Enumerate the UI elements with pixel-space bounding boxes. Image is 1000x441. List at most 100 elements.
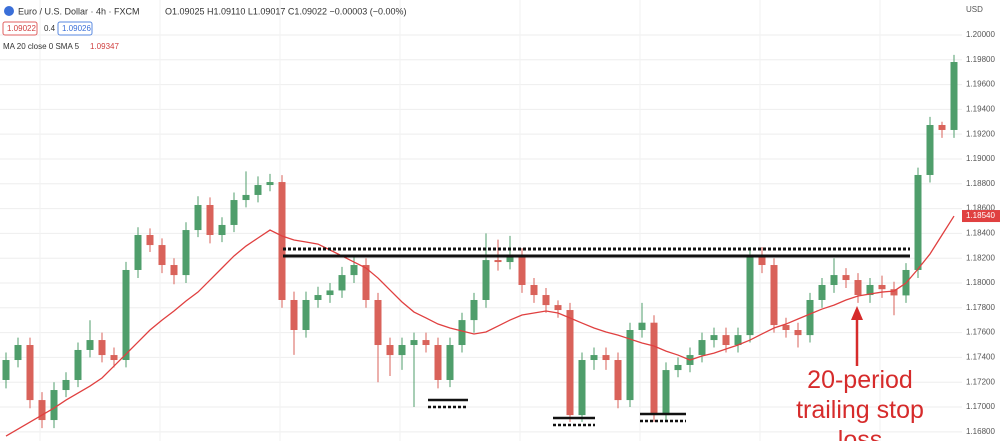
candle-body	[422, 340, 430, 346]
candle-body	[710, 335, 718, 341]
y-tick-label: 1.17400	[966, 353, 995, 362]
candle-body	[2, 360, 10, 380]
sma-legend-value: 1.09347	[90, 42, 119, 51]
candle-body	[806, 299, 814, 336]
candle-body	[206, 204, 214, 236]
y-tick-label: 1.19000	[966, 154, 995, 163]
sma-line	[5, 215, 955, 437]
candle-body	[746, 254, 754, 336]
candle-body	[770, 265, 778, 326]
candle-body	[194, 204, 202, 231]
annotation-line: trailing stop	[796, 396, 924, 424]
support-marks	[428, 398, 686, 427]
y-tick-label: 1.16800	[966, 427, 995, 436]
candle-body	[254, 185, 262, 195]
candle-body	[146, 235, 154, 246]
y-tick-label: 1.19600	[966, 80, 995, 89]
candle-body	[434, 345, 442, 380]
candle-body	[626, 330, 634, 401]
candle-body	[566, 310, 574, 416]
badge-text: 1.09026	[62, 24, 91, 33]
y-tick-label: 1.18000	[966, 278, 995, 287]
candle-body	[914, 174, 922, 270]
candle-body	[950, 62, 958, 130]
y-tick-label: 1.17000	[966, 402, 995, 411]
candle-body	[878, 284, 886, 290]
candle-body	[98, 340, 106, 356]
currency-label: USD	[966, 5, 983, 14]
candle-body	[590, 355, 598, 361]
candle-body	[62, 379, 70, 391]
candle-body	[290, 299, 298, 331]
candle-body	[494, 260, 502, 263]
candle-body	[362, 265, 370, 300]
candle-body	[722, 335, 730, 346]
candle-body	[242, 194, 250, 201]
y-tick-label: 1.18800	[966, 179, 995, 188]
sma-price-badge	[962, 210, 1000, 223]
candle-body	[866, 284, 874, 296]
y-tick-label: 1.20000	[966, 30, 995, 39]
y-tick-label: 1.18400	[966, 229, 995, 238]
candle-body	[842, 275, 850, 281]
candle-body	[218, 224, 226, 236]
y-tick-label: 1.18600	[966, 204, 995, 213]
candle-body	[938, 125, 946, 130]
candle-body	[638, 322, 646, 331]
y-tick-label: 1.18200	[966, 253, 995, 262]
candle-body	[74, 349, 82, 380]
candle-body	[374, 299, 382, 346]
candle-body	[458, 320, 466, 346]
candle-body	[614, 360, 622, 401]
candle-body	[14, 345, 22, 361]
candle-body	[734, 335, 742, 346]
candle-body	[50, 390, 58, 421]
y-tick-label: 1.17600	[966, 328, 995, 337]
y-tick-label: 1.17200	[966, 377, 995, 386]
candle-body	[158, 245, 166, 266]
candle-body	[110, 355, 118, 361]
candle-body	[182, 230, 190, 276]
annotation-arrow	[851, 306, 863, 366]
candle-body	[86, 340, 94, 350]
y-tick-label: 1.19400	[966, 104, 995, 113]
candle-body	[386, 345, 394, 356]
annotation-line: loss	[838, 426, 882, 441]
candle-body	[230, 200, 238, 225]
candle-body	[662, 370, 670, 416]
candle-body	[506, 254, 514, 263]
price-axis-labels: 1.20000 1.19800 1.19600 1.19400 1.19200 1.190…	[962, 30, 1000, 436]
arrow-head	[851, 306, 863, 320]
sma-price-label: 1.18540	[966, 211, 995, 220]
symbol-icon	[4, 6, 14, 16]
candle-body	[554, 305, 562, 311]
candle-body	[122, 269, 130, 361]
candle-body	[38, 400, 46, 421]
y-tick-label: 1.17800	[966, 303, 995, 312]
ohlc-text: O1.09025 H1.09110 L1.09017 C1.09022 −0.0…	[165, 6, 407, 16]
annotation-line: 20-period	[807, 366, 913, 394]
candle-body	[530, 284, 538, 296]
badge-text: 1.09022	[7, 24, 36, 33]
candle-body	[350, 265, 358, 276]
candle-body	[470, 299, 478, 321]
candle-body	[278, 182, 286, 300]
candle-body	[410, 340, 418, 346]
candle-body	[26, 345, 34, 401]
candle-body	[926, 125, 934, 175]
sma-legend: MA 20 close 0 SMA 5	[3, 42, 80, 51]
y-tick-label: 1.19200	[966, 129, 995, 138]
badge	[57, 21, 93, 36]
candle-body	[518, 254, 526, 285]
candle-body	[170, 265, 178, 276]
plot	[2, 54, 958, 437]
candle-body	[446, 345, 454, 380]
candle-body	[482, 260, 490, 300]
badge	[2, 21, 38, 36]
candle-body	[698, 340, 706, 356]
grid	[0, 0, 962, 441]
candle-body	[302, 299, 310, 331]
candle-body	[134, 235, 142, 270]
